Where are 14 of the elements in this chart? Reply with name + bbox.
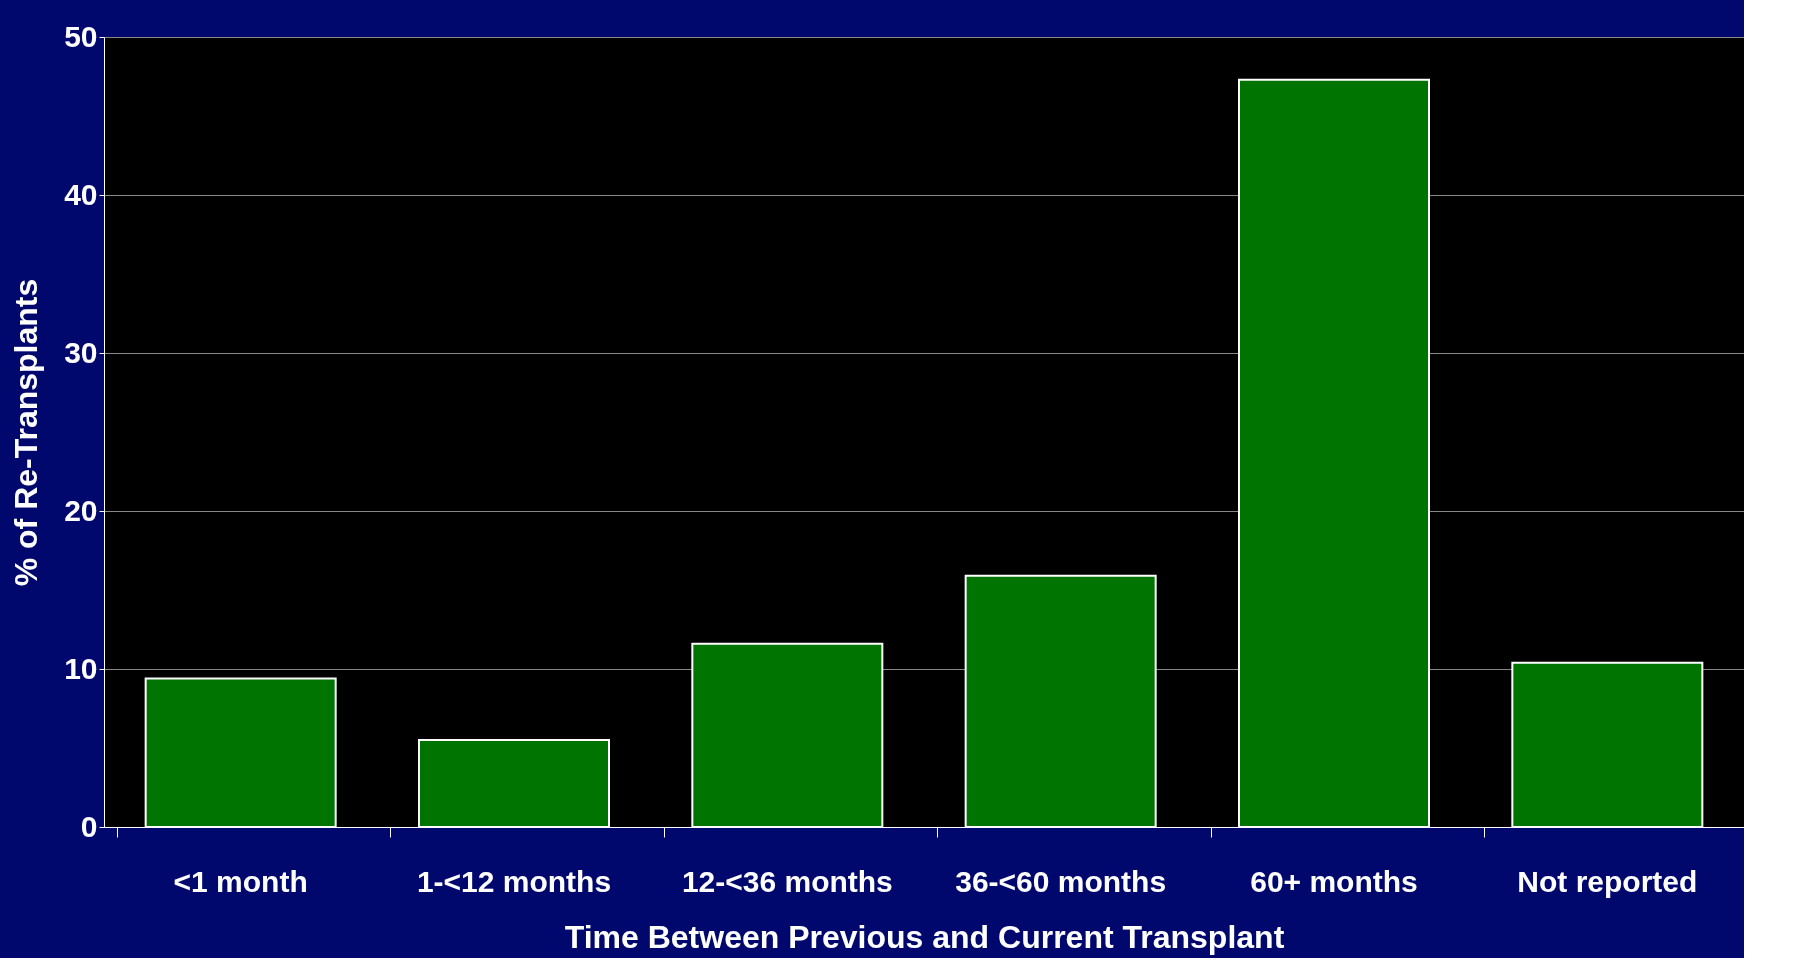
x-axis-title: Time Between Previous and Current Transplant [564, 918, 1285, 955]
y-tick-label: 10 [64, 651, 98, 685]
x-tick-label: 12-<36 months [681, 864, 893, 898]
y-tick-label: 20 [64, 493, 98, 527]
x-tick-label: 1-<12 months [416, 864, 612, 898]
y-tick-label: 40 [64, 177, 98, 211]
x-tick-label: <1 month [173, 864, 308, 898]
x-tick-label: Not reported [1517, 864, 1698, 898]
x-tick-label: 60+ months [1250, 864, 1418, 898]
y-tick-label: 50 [64, 19, 98, 53]
y-tick-label: 0 [80, 809, 98, 843]
y-axis-title: % of Re-Transplants [8, 278, 45, 587]
y-tick-label: 30 [64, 335, 98, 369]
x-tick-label: 36-<60 months [955, 864, 1167, 898]
